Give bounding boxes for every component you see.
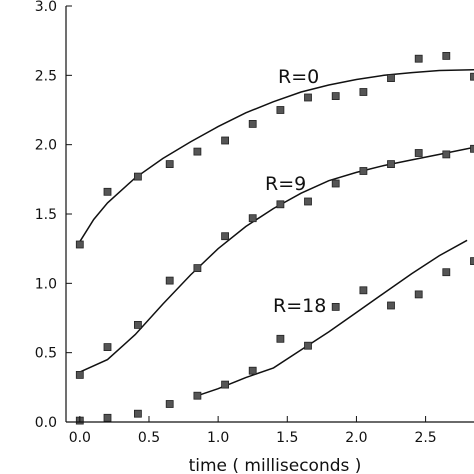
data-point	[165, 160, 174, 169]
fit-line	[197, 239, 468, 397]
x-tick-label: 1.5	[276, 430, 298, 446]
series-r-9	[75, 144, 474, 379]
data-point	[414, 149, 423, 157]
data-point	[331, 179, 340, 188]
data-point	[75, 240, 84, 249]
data-point	[165, 276, 174, 285]
plot-area: R=0 R=9 R=18	[75, 52, 474, 425]
data-point	[193, 391, 202, 400]
data-point	[193, 147, 202, 156]
data-point	[414, 290, 423, 299]
data-point	[387, 160, 395, 169]
data-point	[359, 286, 368, 295]
series-r-0	[75, 52, 474, 249]
data-point	[331, 302, 340, 311]
data-point	[276, 200, 285, 209]
series-r-18	[75, 239, 474, 425]
data-point	[248, 366, 257, 375]
axes: 0.0 0.5 1.0 1.5 2.0 2.5 3.0 0.0 0.5 1.0 1.5 2.0 2.5	[35, 0, 474, 446]
data-point	[103, 187, 112, 196]
y-tick-label: 3.0	[35, 0, 57, 15]
data-point	[359, 88, 368, 96]
curve-label: R=0	[278, 66, 319, 88]
x-tick-label: 2.5	[414, 430, 436, 446]
data-point	[133, 409, 142, 418]
data-point	[442, 268, 451, 277]
data-point	[248, 120, 257, 128]
data-point	[387, 301, 395, 310]
data-point	[414, 54, 423, 63]
data-point	[75, 370, 84, 379]
data-point	[331, 92, 340, 100]
data-point	[103, 343, 112, 352]
data-point	[276, 106, 285, 114]
data-point	[470, 144, 474, 153]
x-tick-label: 1.0	[207, 430, 229, 446]
data-point	[165, 400, 174, 408]
y-tick-label: 2.5	[35, 68, 57, 84]
data-point	[133, 320, 142, 329]
data-point	[221, 232, 230, 241]
y-tick-label: 0.0	[35, 415, 57, 431]
data-point	[221, 136, 230, 145]
x-axis-label: time ( milliseconds )	[189, 456, 362, 474]
y-tick-label: 2.0	[35, 138, 57, 154]
data-point	[133, 172, 142, 181]
y-tick-label: 1.0	[35, 276, 57, 292]
data-point	[103, 413, 112, 422]
curve-label: R=18	[273, 295, 326, 317]
data-point	[248, 214, 257, 223]
x-tick-label: 0.0	[69, 430, 91, 446]
curve-label: R=9	[265, 173, 306, 195]
data-point	[359, 167, 368, 175]
data-point	[442, 150, 451, 159]
data-point	[304, 93, 312, 102]
data-point	[193, 264, 202, 273]
fit-line	[79, 146, 474, 373]
x-tick-label: 2.0	[345, 430, 367, 446]
data-point	[442, 52, 451, 60]
y-tick-label: 0.5	[35, 346, 57, 362]
data-point	[304, 341, 312, 350]
data-point	[470, 257, 474, 266]
x-tick-label: 0.5	[138, 430, 160, 446]
data-point	[276, 334, 285, 343]
data-point	[221, 380, 230, 389]
data-point	[470, 72, 474, 81]
data-point	[304, 197, 312, 206]
y-tick-label: 1.5	[35, 207, 57, 223]
fit-line	[79, 69, 474, 243]
data-point	[387, 74, 395, 82]
